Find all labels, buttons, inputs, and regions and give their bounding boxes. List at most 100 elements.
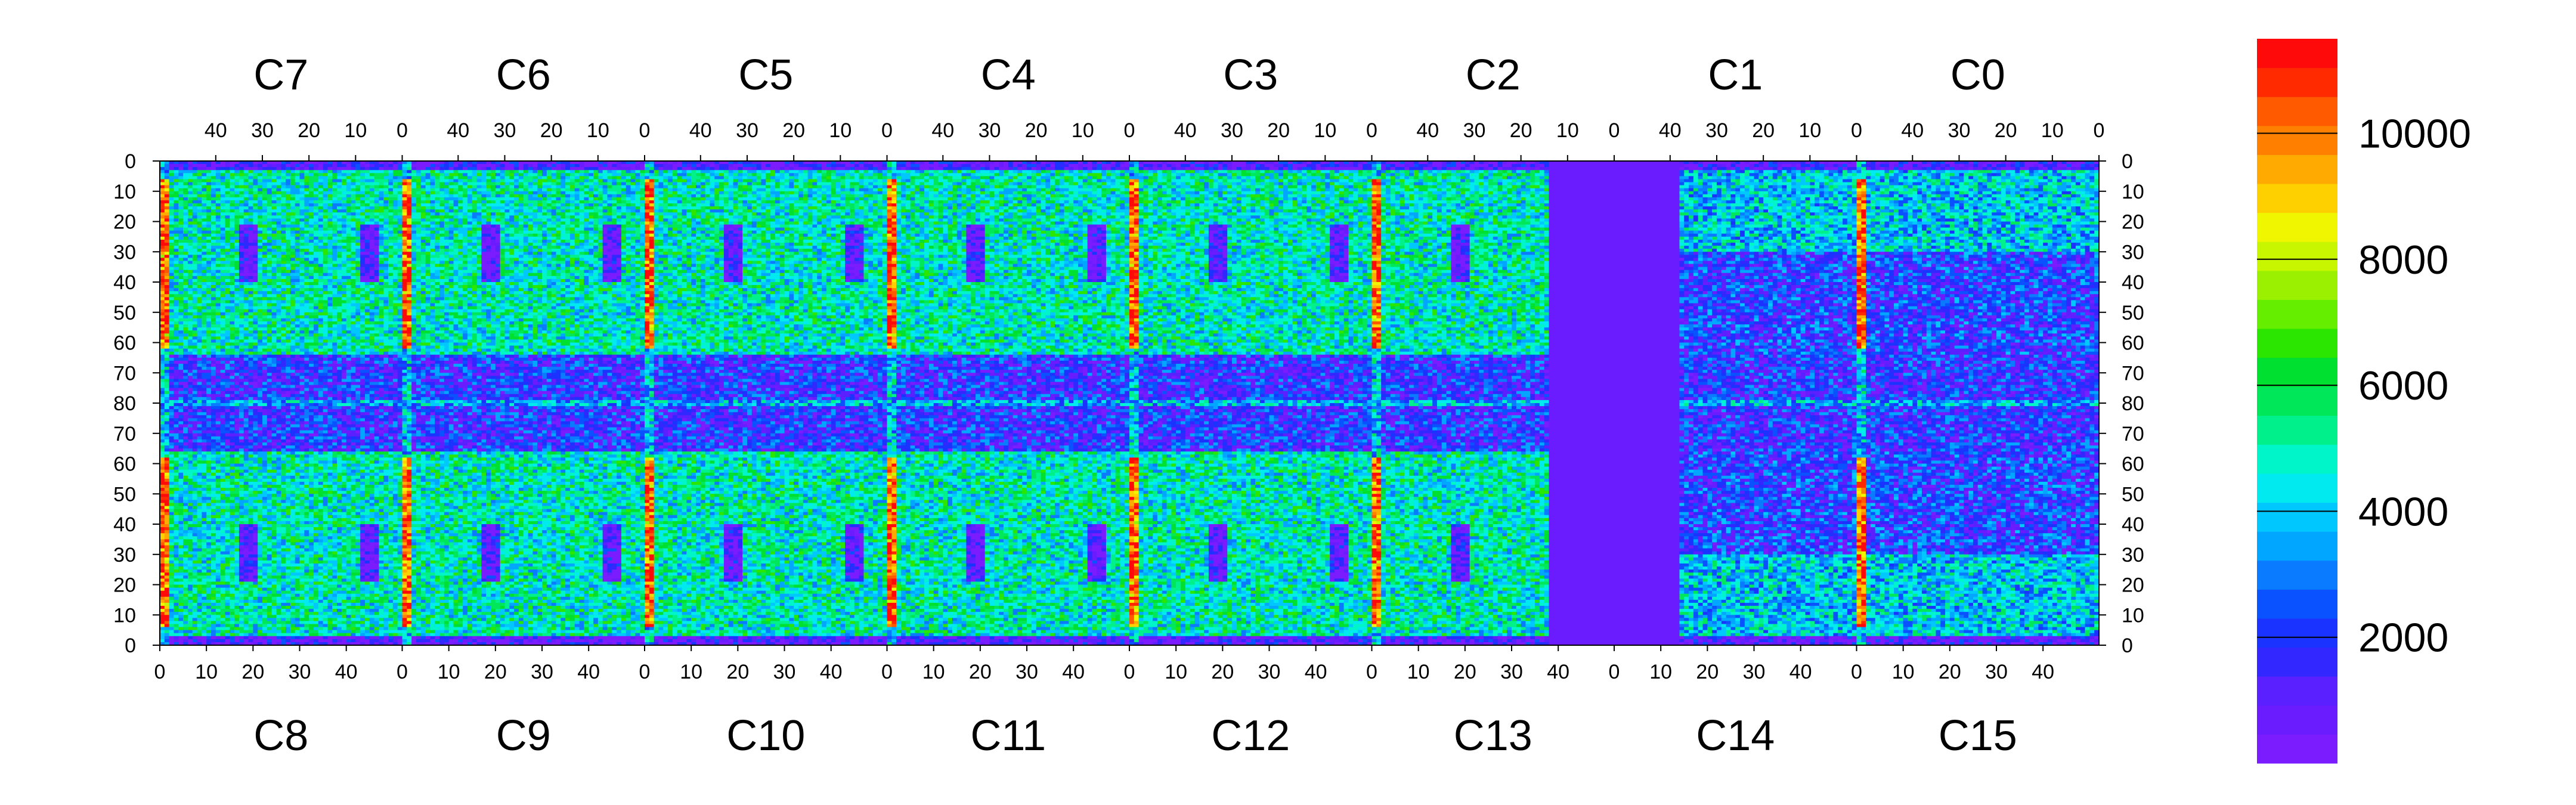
heatmap-cell: [300, 234, 305, 237]
heatmap-cell: [234, 209, 239, 213]
heatmap-cell: [323, 237, 328, 240]
heatmap-cell: [360, 164, 365, 168]
heatmap-cell: [202, 228, 206, 231]
heatmap-cell: [253, 182, 258, 186]
heatmap-cell: [370, 185, 374, 189]
heatmap-cell: [304, 185, 309, 189]
heatmap-cell: [174, 206, 178, 210]
heatmap-cells: [160, 161, 2100, 646]
heatmap-cell: [230, 164, 234, 168]
heatmap-cell: [332, 200, 337, 204]
heatmap-cell: [309, 173, 314, 177]
heatmap-cell: [342, 191, 346, 195]
heatmap-cell: [230, 170, 234, 174]
heatmap-cell: [388, 170, 393, 174]
heatmap-cell: [258, 222, 262, 225]
heatmap-cell: [216, 209, 221, 213]
heatmap-cell: [230, 212, 234, 216]
heatmap-cell: [374, 170, 379, 174]
heatmap-cell: [258, 212, 262, 216]
heatmap-cell: [160, 240, 165, 243]
heatmap-cell: [258, 215, 262, 219]
heatmap-cell: [174, 243, 178, 246]
heatmap-cell: [342, 212, 346, 216]
heatmap-cell: [276, 240, 281, 243]
heatmap-cell: [193, 215, 197, 219]
heatmap-cell: [383, 179, 388, 182]
heatmap-cell: [286, 176, 290, 179]
heatmap-cell: [216, 234, 221, 237]
heatmap-cell: [379, 164, 383, 168]
heatmap-cell: [272, 173, 277, 177]
heatmap-cell: [276, 215, 281, 219]
heatmap-cell: [165, 222, 169, 225]
heatmap-cell: [309, 218, 314, 222]
heatmap-cell: [342, 206, 346, 210]
heatmap-cell: [272, 182, 277, 186]
heatmap-cell: [225, 167, 230, 171]
heatmap-cell: [286, 164, 290, 168]
heatmap-cell: [286, 182, 290, 186]
heatmap-cell: [379, 225, 383, 228]
heatmap-cell: [309, 167, 314, 171]
heatmap-cell: [281, 228, 286, 231]
heatmap-cell: [342, 225, 346, 228]
heatmap-cell: [393, 176, 398, 179]
heatmap-cell: [234, 191, 239, 195]
heatmap-cell: [286, 215, 290, 219]
heatmap-cell: [262, 164, 267, 168]
heatmap-cell: [323, 228, 328, 231]
heatmap-cell: [370, 173, 374, 177]
heatmap-cell: [165, 176, 169, 179]
heatmap-cell: [346, 191, 351, 195]
heatmap-cell: [374, 176, 379, 179]
heatmap-cell: [365, 222, 370, 225]
heatmap-cell: [309, 231, 314, 234]
heatmap-cell: [318, 225, 323, 228]
heatmap-cell: [318, 212, 323, 216]
heatmap-cell: [239, 240, 244, 243]
heatmap-cell: [346, 215, 351, 219]
heatmap-cell: [221, 173, 225, 177]
heatmap-cell: [314, 179, 318, 182]
heatmap-cell: [216, 231, 221, 234]
heatmap-cell: [239, 170, 244, 174]
heatmap-cell: [206, 228, 211, 231]
heatmap-cell: [398, 218, 402, 222]
heatmap-cell: [230, 173, 234, 177]
heatmap-cell: [258, 194, 262, 198]
heatmap-cell: [221, 188, 225, 192]
heatmap-cell: [169, 179, 174, 182]
heatmap-cell: [211, 234, 216, 237]
heatmap-cell: [234, 176, 239, 179]
heatmap-cell: [318, 170, 323, 174]
heatmap-cell: [323, 203, 328, 207]
heatmap-cell: [272, 212, 277, 216]
heatmap-cell: [249, 191, 253, 195]
heatmap-cell: [239, 200, 244, 204]
heatmap-cell: [290, 206, 295, 210]
heatmap-cell: [342, 194, 346, 198]
heatmap-cell: [253, 200, 258, 204]
heatmap-cell: [183, 228, 188, 231]
heatmap-cell: [370, 215, 374, 219]
heatmap-cell: [342, 200, 346, 204]
heatmap-cell: [160, 164, 165, 168]
heatmap-cell: [327, 218, 332, 222]
heatmap-cell: [351, 237, 356, 240]
heatmap-cell: [249, 234, 253, 237]
heatmap-cell: [337, 203, 342, 207]
heatmap-cell: [197, 197, 202, 201]
heatmap-cell: [216, 188, 221, 192]
heatmap-cell: [188, 234, 193, 237]
heatmap-cell: [178, 222, 183, 225]
heatmap-cell: [169, 176, 174, 179]
heatmap-cell: [178, 225, 183, 228]
heatmap-cell: [337, 225, 342, 228]
heatmap-cell: [379, 176, 383, 179]
heatmap-cell: [188, 203, 193, 207]
heatmap-cell: [309, 234, 314, 237]
heatmap-cell: [272, 188, 277, 192]
heatmap-cell: [216, 206, 221, 210]
heatmap-cell: [234, 200, 239, 204]
